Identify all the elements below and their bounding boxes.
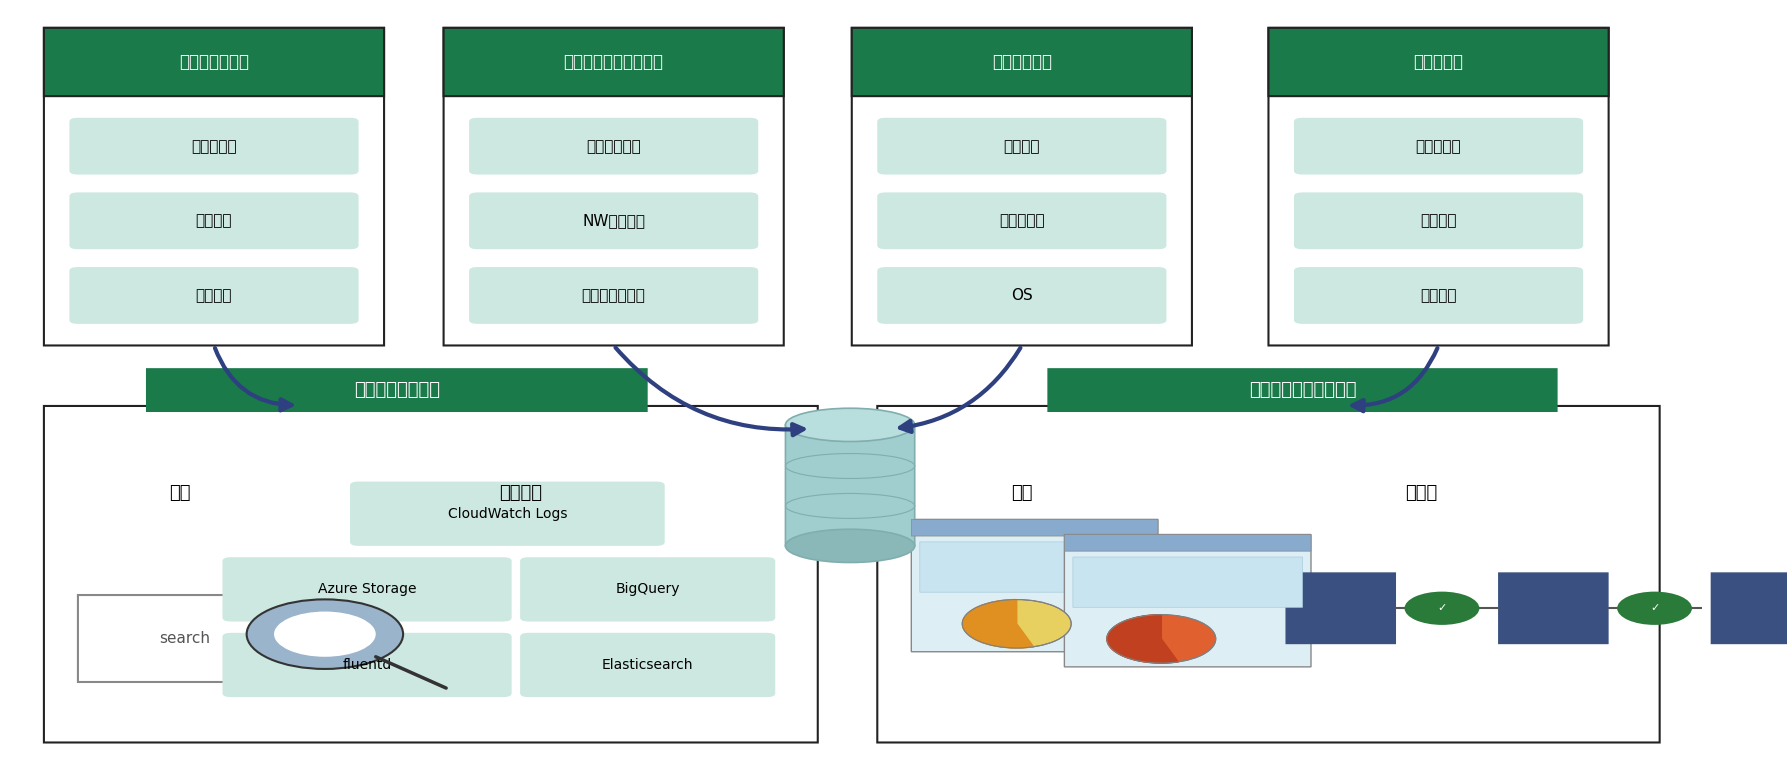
FancyBboxPatch shape (443, 28, 784, 96)
FancyBboxPatch shape (1285, 572, 1396, 644)
Text: ✓: ✓ (1437, 603, 1447, 613)
FancyBboxPatch shape (1269, 28, 1608, 345)
Text: パッケージ: パッケージ (999, 213, 1045, 228)
FancyBboxPatch shape (1065, 534, 1312, 667)
Text: ログ件数: ログ件数 (197, 288, 232, 303)
FancyBboxPatch shape (1294, 118, 1583, 175)
FancyBboxPatch shape (1047, 368, 1558, 412)
Text: アプリ情報: アプリ情報 (1414, 53, 1464, 71)
FancyBboxPatch shape (45, 28, 384, 96)
Ellipse shape (786, 529, 915, 562)
FancyBboxPatch shape (147, 368, 647, 412)
FancyBboxPatch shape (1710, 572, 1787, 644)
Text: NWパケット: NWパケット (583, 213, 645, 228)
Text: センターデータ: センターデータ (583, 288, 645, 303)
Polygon shape (1106, 615, 1178, 663)
Text: パフォーマンス: パフォーマンス (179, 53, 248, 71)
FancyBboxPatch shape (877, 406, 1660, 742)
FancyBboxPatch shape (877, 118, 1167, 175)
FancyBboxPatch shape (350, 482, 665, 546)
Text: 外部連携: 外部連携 (499, 484, 541, 502)
FancyBboxPatch shape (1072, 557, 1303, 607)
FancyBboxPatch shape (920, 542, 1149, 592)
Circle shape (247, 600, 404, 669)
Text: CloudWatch Logs: CloudWatch Logs (447, 507, 566, 521)
Circle shape (273, 612, 375, 657)
Text: プロセス: プロセス (1004, 139, 1040, 153)
Text: アプリログ: アプリログ (1415, 139, 1462, 153)
FancyBboxPatch shape (223, 633, 511, 697)
Text: 応答時間: 応答時間 (197, 213, 232, 228)
FancyBboxPatch shape (877, 267, 1167, 324)
FancyBboxPatch shape (45, 406, 818, 742)
FancyBboxPatch shape (1065, 534, 1312, 551)
Text: Elasticsearch: Elasticsearch (602, 658, 693, 672)
FancyBboxPatch shape (45, 28, 384, 345)
FancyBboxPatch shape (520, 557, 776, 622)
FancyBboxPatch shape (1294, 193, 1583, 249)
FancyBboxPatch shape (852, 28, 1192, 96)
Polygon shape (963, 600, 1033, 648)
FancyBboxPatch shape (1269, 28, 1608, 96)
Text: システム構成: システム構成 (992, 53, 1053, 71)
FancyBboxPatch shape (470, 118, 758, 175)
Text: BigQuery: BigQuery (615, 582, 679, 597)
FancyBboxPatch shape (1498, 572, 1608, 644)
Text: OS: OS (1011, 288, 1033, 303)
Text: Azure Storage: Azure Storage (318, 582, 416, 597)
FancyBboxPatch shape (911, 519, 1158, 652)
FancyBboxPatch shape (786, 425, 915, 546)
Ellipse shape (786, 408, 915, 442)
Text: search: search (159, 631, 211, 646)
Circle shape (1106, 615, 1215, 663)
Text: システムログ: システムログ (586, 139, 642, 153)
Text: プラットフォームログ: プラットフォームログ (563, 53, 663, 71)
Text: 監視・自動化への活用: 監視・自動化への活用 (1249, 381, 1356, 399)
FancyBboxPatch shape (223, 557, 511, 622)
FancyBboxPatch shape (852, 28, 1192, 345)
FancyBboxPatch shape (79, 595, 359, 682)
FancyBboxPatch shape (877, 193, 1167, 249)
Text: リソース: リソース (1421, 288, 1456, 303)
FancyBboxPatch shape (911, 519, 1158, 536)
Text: 自動化: 自動化 (1405, 484, 1439, 502)
Text: リソース値: リソース値 (191, 139, 238, 153)
FancyBboxPatch shape (470, 267, 758, 324)
Text: 監視: 監視 (1011, 484, 1033, 502)
Circle shape (1405, 591, 1480, 625)
Text: プロセス: プロセス (1421, 213, 1456, 228)
FancyBboxPatch shape (443, 28, 784, 345)
Text: 検索: 検索 (170, 484, 191, 502)
Circle shape (963, 600, 1070, 648)
FancyBboxPatch shape (470, 193, 758, 249)
Text: 蓄積データの管理: 蓄積データの管理 (354, 381, 440, 399)
FancyBboxPatch shape (520, 633, 776, 697)
FancyBboxPatch shape (70, 193, 359, 249)
Circle shape (1617, 591, 1692, 625)
Text: ✓: ✓ (1649, 603, 1660, 613)
Text: fluentd: fluentd (343, 658, 391, 672)
FancyBboxPatch shape (70, 118, 359, 175)
FancyBboxPatch shape (70, 267, 359, 324)
FancyBboxPatch shape (1294, 267, 1583, 324)
